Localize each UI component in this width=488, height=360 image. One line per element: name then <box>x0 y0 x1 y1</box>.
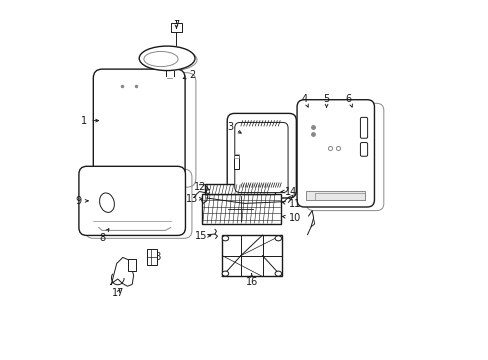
Bar <box>128 259 136 271</box>
Text: 12: 12 <box>194 182 209 192</box>
FancyBboxPatch shape <box>93 69 185 184</box>
Bar <box>233 154 239 158</box>
Text: 17: 17 <box>111 288 124 298</box>
Text: 15: 15 <box>195 231 210 241</box>
Text: 6: 6 <box>345 94 352 107</box>
Text: 2: 2 <box>183 70 195 80</box>
Text: 16: 16 <box>245 274 257 287</box>
Bar <box>202 194 280 224</box>
Text: 5: 5 <box>323 94 329 107</box>
Bar <box>170 23 182 32</box>
Bar <box>314 193 365 200</box>
Text: 4: 4 <box>301 94 307 107</box>
Text: 7: 7 <box>173 20 179 30</box>
Text: 8: 8 <box>99 229 109 243</box>
FancyBboxPatch shape <box>360 143 367 156</box>
FancyBboxPatch shape <box>227 113 296 198</box>
FancyBboxPatch shape <box>296 100 374 207</box>
Text: 10: 10 <box>282 213 301 223</box>
Bar <box>146 249 156 265</box>
FancyBboxPatch shape <box>360 117 367 138</box>
Text: 14: 14 <box>281 186 296 197</box>
FancyBboxPatch shape <box>234 122 287 193</box>
Bar <box>222 235 281 276</box>
Ellipse shape <box>275 271 281 276</box>
Ellipse shape <box>222 271 228 276</box>
Ellipse shape <box>222 236 228 241</box>
FancyBboxPatch shape <box>306 103 383 211</box>
Text: 18: 18 <box>149 252 162 262</box>
Text: 13: 13 <box>186 194 202 204</box>
Text: 9: 9 <box>76 196 88 206</box>
Text: 3: 3 <box>226 122 241 133</box>
FancyBboxPatch shape <box>104 73 196 187</box>
Text: 11: 11 <box>282 199 301 210</box>
FancyBboxPatch shape <box>79 166 185 235</box>
Bar <box>204 184 275 194</box>
Bar <box>233 155 239 169</box>
Text: 1: 1 <box>81 116 98 126</box>
Ellipse shape <box>275 236 281 241</box>
Bar <box>305 191 365 200</box>
Ellipse shape <box>139 46 195 71</box>
